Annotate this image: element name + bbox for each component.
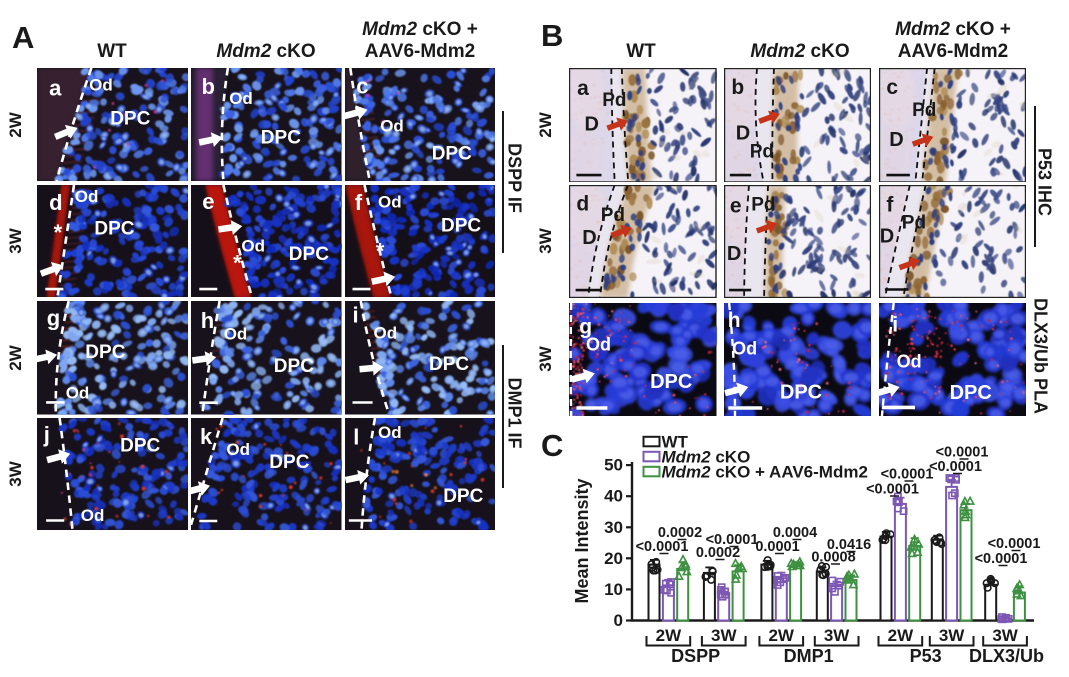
svg-text:0: 0 [614, 611, 623, 630]
svg-text:DPC: DPC [94, 218, 134, 239]
svg-text:2W: 2W [888, 626, 914, 645]
svg-text:Pd: Pd [912, 100, 936, 121]
svg-text:b: b [202, 74, 215, 99]
svg-text:3W: 3W [824, 626, 850, 645]
svg-text:Pd: Pd [750, 141, 774, 162]
svg-text:<0.0001: <0.0001 [929, 459, 982, 475]
svg-text:a: a [49, 76, 62, 101]
svg-text:i: i [353, 303, 359, 328]
svg-text:0.0001: 0.0001 [755, 539, 799, 555]
svg-text:DPC: DPC [429, 354, 469, 375]
svg-text:l: l [353, 424, 359, 449]
svg-text:b: b [731, 75, 744, 98]
svg-text:2W: 2W [656, 626, 682, 645]
svg-text:DPC: DPC [85, 342, 125, 363]
svg-text:DPC: DPC [274, 356, 314, 377]
svg-text:Od: Od [229, 89, 253, 108]
svg-text:DLX3/Ub: DLX3/Ub [969, 646, 1044, 666]
svg-text:DPC: DPC [269, 452, 309, 473]
svg-text:c: c [356, 73, 368, 98]
svg-text:Od: Od [380, 116, 404, 135]
svg-text:P53: P53 [910, 646, 942, 666]
svg-text:k: k [200, 424, 213, 449]
svg-text:0.0002: 0.0002 [696, 545, 740, 561]
svg-text:D: D [889, 128, 903, 150]
svg-text:e: e [202, 189, 214, 214]
svg-text:c: c [886, 75, 898, 98]
svg-text:<0.0001: <0.0001 [988, 536, 1041, 552]
svg-text:Pd: Pd [602, 89, 626, 110]
svg-text:Od: Od [74, 186, 98, 205]
svg-text:f: f [355, 189, 363, 214]
svg-text:DPC: DPC [120, 436, 160, 457]
svg-text:<0.0001: <0.0001 [975, 551, 1028, 567]
svg-text:h: h [201, 308, 214, 333]
svg-text:Od: Od [226, 440, 250, 459]
svg-text:j: j [42, 422, 49, 447]
svg-text:Od: Od [89, 76, 113, 95]
svg-text:DMP1: DMP1 [784, 646, 834, 666]
svg-text:d: d [49, 189, 62, 214]
svg-text:g: g [46, 305, 59, 330]
svg-text:DPC: DPC [432, 144, 472, 165]
svg-text:d: d [576, 192, 589, 215]
svg-text:e: e [730, 194, 742, 217]
svg-text:DPC: DPC [441, 215, 481, 236]
svg-text:D: D [582, 226, 596, 248]
svg-text:Pd: Pd [601, 205, 625, 226]
svg-text:Od: Od [374, 324, 398, 343]
svg-text:2W: 2W [768, 626, 794, 645]
svg-text:DPC: DPC [261, 128, 301, 149]
svg-text:30: 30 [604, 518, 623, 537]
svg-text:DSPP: DSPP [671, 646, 720, 666]
svg-text:D: D [585, 113, 599, 135]
svg-text:DPC: DPC [443, 486, 483, 507]
svg-text:<0.0001: <0.0001 [866, 482, 919, 498]
svg-text:Od: Od [378, 423, 402, 442]
svg-text:D: D [727, 243, 741, 265]
svg-text:40: 40 [604, 487, 623, 506]
svg-text:*: * [376, 238, 385, 263]
svg-text:20: 20 [604, 549, 623, 568]
svg-text:10: 10 [604, 580, 623, 599]
svg-text:Od: Od [224, 325, 248, 344]
svg-text:*: * [233, 250, 242, 275]
svg-text:Od: Od [80, 506, 104, 525]
svg-text:<0.0001: <0.0001 [881, 467, 934, 483]
svg-text:DPC: DPC [110, 109, 150, 130]
svg-text:<0.0001: <0.0001 [636, 539, 689, 555]
svg-text:DPC: DPC [289, 243, 329, 264]
svg-text:Od: Od [241, 236, 265, 255]
svg-text:0.0008: 0.0008 [811, 550, 855, 566]
svg-text:Od: Od [378, 192, 402, 211]
svg-text:Mean Intensity: Mean Intensity [572, 478, 592, 603]
svg-text:*: * [53, 220, 62, 245]
svg-text:50: 50 [604, 456, 623, 475]
svg-text:3W: 3W [711, 626, 737, 645]
svg-text:Mdm2 cKO + AAV6-Mdm2: Mdm2 cKO + AAV6-Mdm2 [662, 463, 868, 482]
svg-text:3W: 3W [992, 626, 1018, 645]
svg-text:D: D [736, 122, 750, 144]
svg-text:3W: 3W [939, 626, 965, 645]
svg-text:Pd: Pd [751, 194, 775, 215]
svg-text:a: a [577, 76, 589, 99]
svg-text:Od: Od [65, 384, 89, 403]
